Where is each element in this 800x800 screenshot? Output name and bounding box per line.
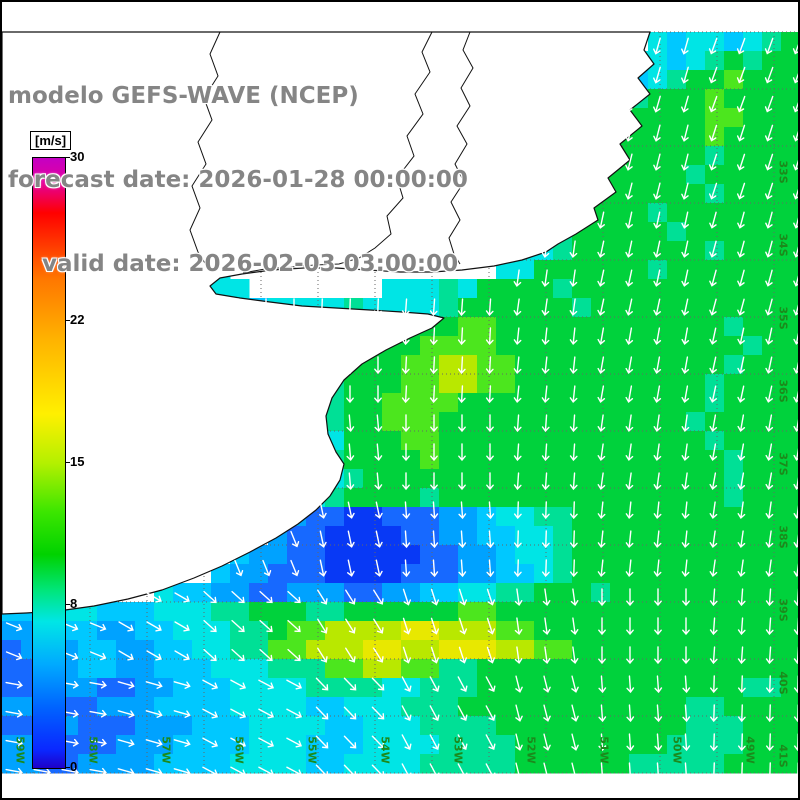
colorbar-tick-label: 15: [70, 454, 85, 469]
lon-axis-label: 54W: [378, 736, 392, 764]
lon-axis-label: 49W: [743, 736, 757, 764]
lat-axis-label: 33S: [776, 160, 790, 184]
lat-axis-label: 40S: [776, 671, 790, 695]
colorbar-tick-label: 0: [70, 759, 78, 774]
river-line: [448, 31, 474, 265]
river-line: [189, 31, 221, 269]
colorbar-tick-label: 22: [70, 311, 85, 327]
lon-axis-label: 50W: [670, 736, 684, 764]
wind-speed-colorbar: [32, 157, 66, 769]
lat-axis-label: 39S: [776, 598, 790, 622]
land-polygon-coastline: [2, 31, 655, 615]
forecast-date-label: forecast date: 2026-01-28 00:00:00: [8, 167, 468, 193]
lat-axis-label: 41S: [776, 744, 790, 768]
colorbar-tick-mark: [65, 319, 70, 321]
lat-axis-label: 34S: [776, 233, 790, 257]
lon-axis-label: 59W: [13, 736, 27, 764]
lat-axis-label: 36S: [776, 379, 790, 403]
lon-axis-label: 53W: [451, 736, 465, 764]
wind-direction-arrows: [5, 37, 798, 781]
valid-date-label: valid date: 2026-02-03 03:00:00: [42, 251, 459, 277]
model-title: modelo GEFS-WAVE (NCEP): [8, 83, 359, 109]
lon-axis-label: 56W: [232, 736, 246, 764]
lat-axis-label: 38S: [776, 525, 790, 549]
colorbar-tick-label: 8: [70, 596, 78, 612]
colorbar-tick-mark: [65, 767, 70, 768]
colorbar-tick-mark: [65, 157, 70, 158]
lon-axis-label: 55W: [305, 736, 319, 764]
river-line: [242, 31, 433, 274]
colorbar-unit-label: [m/s]: [30, 131, 72, 150]
lat-axis-label: 35S: [776, 306, 790, 330]
colorbar-tick-mark: [65, 604, 70, 606]
lat-axis-label: 37S: [776, 452, 790, 476]
lon-axis-label: 57W: [159, 736, 173, 764]
lon-axis-label: 51W: [597, 736, 611, 764]
colorbar-tick-mark: [65, 462, 70, 463]
lon-axis-label: 52W: [524, 736, 538, 764]
chart-header: modelo GEFS-WAVE (NCEP) forecast date: 2…: [8, 26, 468, 334]
colorbar-tick-label: 30: [70, 149, 85, 164]
lon-axis-label: 58W: [86, 736, 100, 764]
